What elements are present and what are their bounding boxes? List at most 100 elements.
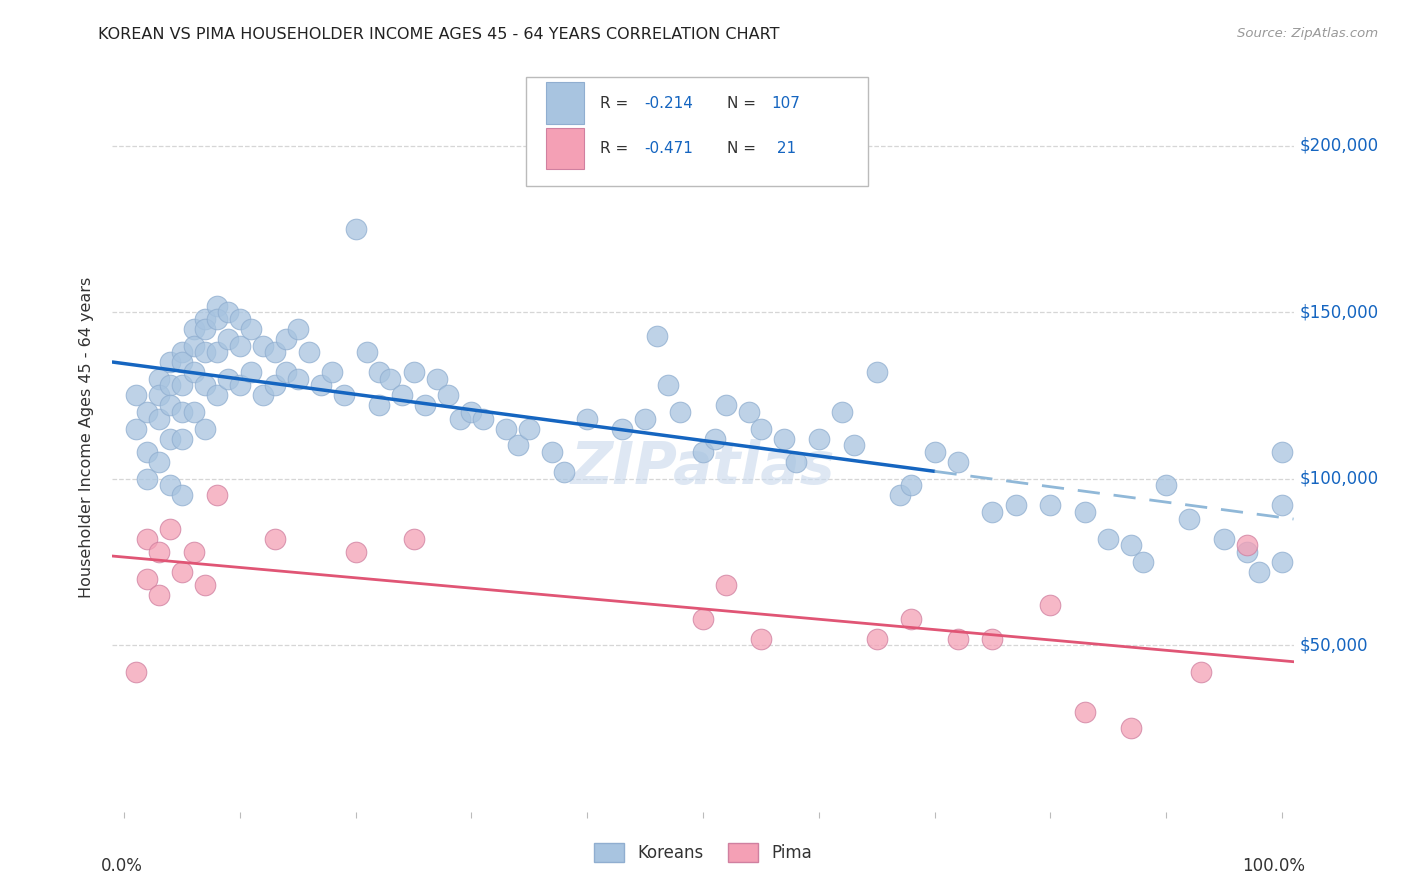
Point bbox=[205, 388, 228, 402]
Point bbox=[1039, 599, 1062, 613]
Point bbox=[506, 438, 529, 452]
Point bbox=[1097, 532, 1119, 546]
Point bbox=[1271, 445, 1294, 459]
Point bbox=[136, 445, 159, 459]
Text: R =: R = bbox=[600, 95, 633, 111]
Point bbox=[634, 411, 657, 425]
Point bbox=[517, 422, 540, 436]
Point bbox=[900, 611, 922, 625]
Text: $100,000: $100,000 bbox=[1299, 470, 1378, 488]
Point bbox=[344, 222, 367, 236]
Point bbox=[889, 488, 911, 502]
Point bbox=[263, 345, 285, 359]
Point bbox=[576, 411, 599, 425]
Point bbox=[205, 311, 228, 326]
Point bbox=[900, 478, 922, 492]
Point bbox=[367, 365, 389, 379]
Text: -0.471: -0.471 bbox=[644, 141, 693, 156]
Point bbox=[924, 445, 946, 459]
Point bbox=[1039, 499, 1062, 513]
Point bbox=[124, 388, 146, 402]
Point bbox=[749, 422, 772, 436]
Point bbox=[159, 522, 181, 536]
Point bbox=[263, 378, 285, 392]
Point bbox=[170, 405, 193, 419]
Point bbox=[1178, 511, 1201, 525]
Point bbox=[981, 505, 1004, 519]
Point bbox=[714, 578, 737, 592]
Point bbox=[263, 532, 285, 546]
Point bbox=[321, 365, 343, 379]
Text: $150,000: $150,000 bbox=[1299, 303, 1378, 321]
Bar bbox=[546, 82, 583, 124]
Point bbox=[460, 405, 482, 419]
Point bbox=[298, 345, 321, 359]
Point bbox=[229, 338, 252, 352]
Point bbox=[170, 345, 193, 359]
Point bbox=[159, 478, 181, 492]
Point bbox=[402, 532, 425, 546]
FancyBboxPatch shape bbox=[526, 78, 869, 186]
Point bbox=[205, 488, 228, 502]
Text: R =: R = bbox=[600, 141, 633, 156]
Point bbox=[657, 378, 679, 392]
Point bbox=[136, 572, 159, 586]
Text: 100.0%: 100.0% bbox=[1243, 856, 1305, 875]
Point bbox=[159, 355, 181, 369]
Point bbox=[866, 365, 889, 379]
Point bbox=[402, 365, 425, 379]
Point bbox=[148, 372, 170, 386]
Point bbox=[738, 405, 761, 419]
Point bbox=[842, 438, 865, 452]
Point bbox=[136, 405, 159, 419]
Point bbox=[367, 399, 389, 413]
Point bbox=[229, 378, 252, 392]
Point bbox=[183, 365, 205, 379]
Point bbox=[205, 345, 228, 359]
Text: 21: 21 bbox=[772, 141, 796, 156]
Point bbox=[148, 455, 170, 469]
Point bbox=[807, 432, 830, 446]
Point bbox=[495, 422, 517, 436]
Point bbox=[692, 611, 714, 625]
Point bbox=[1236, 545, 1258, 559]
Point bbox=[1213, 532, 1236, 546]
Point bbox=[148, 545, 170, 559]
Point bbox=[170, 432, 193, 446]
Point bbox=[785, 455, 807, 469]
Point bbox=[287, 372, 309, 386]
Point bbox=[333, 388, 356, 402]
Point bbox=[276, 365, 298, 379]
Text: ZIPatlas: ZIPatlas bbox=[571, 439, 835, 496]
Point bbox=[183, 405, 205, 419]
Point bbox=[692, 445, 714, 459]
Point bbox=[183, 322, 205, 336]
Point bbox=[148, 388, 170, 402]
Point bbox=[356, 345, 378, 359]
Point bbox=[170, 355, 193, 369]
Point bbox=[1121, 722, 1143, 736]
Point bbox=[240, 365, 263, 379]
Point bbox=[773, 432, 796, 446]
Point bbox=[437, 388, 460, 402]
Point bbox=[194, 578, 217, 592]
Point bbox=[252, 338, 274, 352]
Point bbox=[194, 322, 217, 336]
Point bbox=[1074, 505, 1097, 519]
Point bbox=[287, 322, 309, 336]
Point bbox=[170, 488, 193, 502]
Point bbox=[217, 332, 239, 346]
Point bbox=[194, 345, 217, 359]
Point bbox=[831, 405, 853, 419]
Point bbox=[413, 399, 436, 413]
Point bbox=[252, 388, 274, 402]
Point bbox=[309, 378, 332, 392]
Point bbox=[1271, 499, 1294, 513]
Point bbox=[669, 405, 692, 419]
Text: N =: N = bbox=[727, 95, 761, 111]
Point bbox=[183, 338, 205, 352]
Text: -0.214: -0.214 bbox=[644, 95, 693, 111]
Text: KOREAN VS PIMA HOUSEHOLDER INCOME AGES 45 - 64 YEARS CORRELATION CHART: KOREAN VS PIMA HOUSEHOLDER INCOME AGES 4… bbox=[98, 27, 780, 42]
Point bbox=[183, 545, 205, 559]
Text: Source: ZipAtlas.com: Source: ZipAtlas.com bbox=[1237, 27, 1378, 40]
